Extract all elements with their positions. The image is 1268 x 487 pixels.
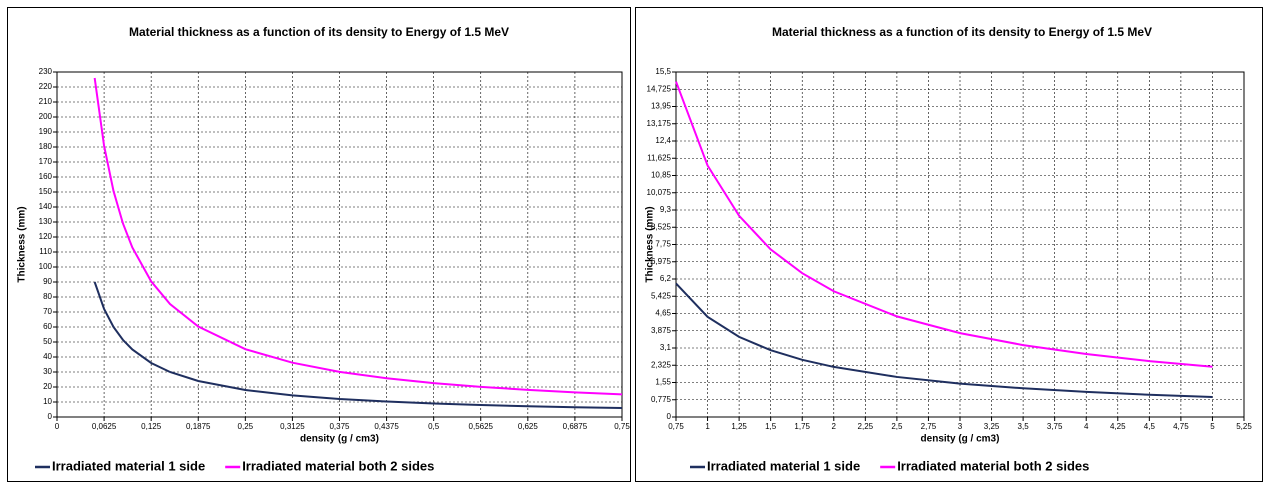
- y-tick-label: 8,525: [651, 222, 672, 231]
- y-tick-label: 2,325: [651, 360, 672, 369]
- y-tick-label: 130: [39, 217, 53, 226]
- y-tick-label: 15,5: [655, 67, 671, 76]
- plot-area: [56, 71, 623, 418]
- y-tick-label: 170: [39, 157, 53, 166]
- y-axis-label: Thickness (mm): [645, 206, 656, 282]
- x-tick-label: 3,25: [984, 422, 1000, 431]
- y-tick-label: 80: [43, 292, 52, 301]
- series-line: [675, 81, 1213, 368]
- y-tick-label: 7,75: [655, 240, 671, 249]
- x-tick-label: 5: [1210, 422, 1215, 431]
- y-tick-label: 3,875: [651, 326, 672, 335]
- y-tick-label: 30: [43, 367, 52, 376]
- legend-label: Irradiated material 1 side: [52, 458, 205, 473]
- x-axis-label: density (g / cm3): [921, 434, 1000, 445]
- y-tick-label: 13,175: [647, 119, 672, 128]
- x-tick-label: 2,25: [858, 422, 874, 431]
- x-tick-label: 0,125: [141, 422, 162, 431]
- y-tick-label: 150: [39, 187, 53, 196]
- y-tick-label: 11,625: [647, 153, 671, 162]
- x-tick-label: 2,5: [891, 422, 903, 431]
- y-tick-label: 4,65: [655, 309, 671, 318]
- series-line: [93, 77, 623, 396]
- x-tick-label: 0,0625: [92, 422, 117, 431]
- x-tick-label: 1,25: [731, 422, 747, 431]
- x-axis-label: density (g / cm3): [300, 434, 379, 445]
- x-tick-label: 0,5625: [469, 422, 494, 431]
- y-tick-label: 10,075: [647, 188, 672, 197]
- y-tick-label: 200: [39, 112, 53, 121]
- y-tick-label: 100: [39, 262, 53, 271]
- y-tick-label: 6,2: [660, 274, 672, 283]
- x-tick-label: 0,6875: [563, 422, 588, 431]
- x-tick-label: 1,75: [794, 422, 810, 431]
- y-axis-label: Thickness (mm): [17, 206, 28, 282]
- y-tick-label: 20: [43, 382, 52, 391]
- x-tick-label: 0,25: [238, 422, 254, 431]
- chart-frame: [7, 7, 631, 482]
- x-tick-label: 5,25: [1236, 422, 1252, 431]
- legend-label: Irradiated material both 2 sides: [897, 458, 1089, 473]
- y-tick-label: 120: [39, 232, 53, 241]
- x-tick-label: 0,375: [329, 422, 350, 431]
- legend-label: Irradiated material both 2 sides: [242, 458, 434, 473]
- y-tick-label: 12,4: [655, 136, 671, 145]
- x-tick-label: 0,75: [668, 422, 684, 431]
- y-tick-label: 90: [43, 277, 52, 286]
- y-tick-label: 3,1: [660, 343, 672, 352]
- chart-title: Material thickness as a function of its …: [129, 25, 509, 39]
- y-tick-label: 70: [43, 307, 52, 316]
- y-tick-label: 10: [43, 397, 52, 406]
- x-tick-label: 0: [55, 422, 60, 431]
- x-tick-label: 4,75: [1173, 422, 1189, 431]
- y-tick-label: 50: [43, 337, 52, 346]
- y-tick-label: 40: [43, 352, 52, 361]
- plot-area: [675, 71, 1245, 418]
- y-tick-label: 230: [39, 67, 53, 76]
- x-tick-label: 1,5: [765, 422, 777, 431]
- x-tick-label: 0,3125: [280, 422, 305, 431]
- y-tick-label: 9,3: [660, 205, 672, 214]
- x-tick-label: 0,1875: [186, 422, 211, 431]
- x-tick-label: 2: [832, 422, 837, 431]
- y-tick-label: 13,95: [651, 102, 672, 111]
- x-tick-label: 2,75: [921, 422, 937, 431]
- series-line: [93, 281, 623, 409]
- y-tick-label: 0: [667, 412, 672, 421]
- x-tick-label: 0,4375: [374, 422, 399, 431]
- chart-title: Material thickness as a function of its …: [772, 25, 1152, 39]
- y-tick-label: 5,425: [651, 291, 672, 300]
- y-tick-label: 220: [39, 82, 53, 91]
- y-tick-label: 60: [43, 322, 52, 331]
- y-tick-label: 1,55: [655, 378, 671, 387]
- series-line: [675, 282, 1213, 398]
- x-tick-label: 1: [705, 422, 710, 431]
- x-tick-label: 3: [958, 422, 963, 431]
- y-tick-label: 0: [48, 412, 53, 421]
- y-tick-label: 6,975: [651, 257, 672, 266]
- y-tick-label: 14,725: [647, 84, 672, 93]
- x-tick-label: 0,625: [518, 422, 539, 431]
- y-tick-label: 210: [39, 97, 53, 106]
- x-tick-label: 4,25: [1110, 422, 1126, 431]
- y-tick-label: 140: [39, 202, 53, 211]
- x-tick-label: 4: [1084, 422, 1089, 431]
- y-tick-label: 160: [39, 172, 53, 181]
- x-tick-label: 4,5: [1144, 422, 1156, 431]
- x-tick-label: 3,5: [1018, 422, 1030, 431]
- y-tick-label: 110: [39, 247, 52, 256]
- x-tick-label: 0,75: [614, 422, 630, 431]
- y-tick-label: 10,85: [651, 171, 672, 180]
- y-tick-label: 190: [39, 127, 53, 136]
- x-tick-label: 0,5: [428, 422, 440, 431]
- x-tick-label: 3,75: [1047, 422, 1063, 431]
- legend-label: Irradiated material 1 side: [707, 458, 860, 473]
- y-tick-label: 180: [39, 142, 53, 151]
- y-tick-label: 0,775: [651, 395, 672, 404]
